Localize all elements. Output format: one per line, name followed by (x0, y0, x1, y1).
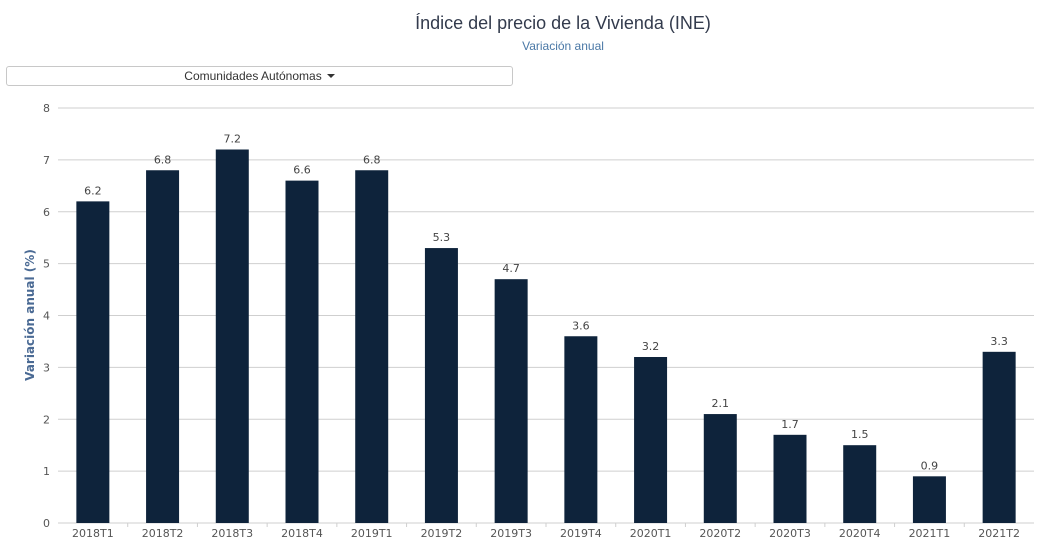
y-tick-label: 4 (43, 310, 50, 323)
x-tick-label: 2020T1 (630, 527, 672, 540)
data-label: 3.2 (642, 340, 660, 353)
grid-lines (58, 107, 1034, 524)
x-tick-label: 2020T2 (699, 527, 741, 540)
x-tick-label: 2018T4 (281, 527, 323, 540)
y-tick-label: 8 (43, 102, 50, 115)
bar[interactable] (703, 414, 737, 523)
y-tick-label: 6 (43, 206, 50, 219)
x-tick-label: 2021T1 (909, 527, 951, 540)
bar[interactable] (634, 357, 668, 523)
y-axis-ticks: 0 1 2 3 4 5 6 7 8 (43, 102, 50, 530)
data-label: 6.8 (363, 153, 381, 166)
bar[interactable] (773, 434, 807, 523)
data-label: 7.2 (224, 133, 242, 146)
data-label: 1.5 (851, 428, 869, 441)
data-label: 5.3 (433, 231, 451, 244)
x-tick-label: 2020T4 (839, 527, 881, 540)
y-axis-label: Variación anual (%) (23, 249, 37, 381)
x-tick-label: 2021T2 (978, 527, 1020, 540)
region-selector-dropdown[interactable]: Comunidades Autónomas (6, 66, 513, 86)
data-label: 4.7 (502, 262, 520, 275)
bar[interactable] (146, 170, 180, 523)
y-tick-label: 2 (43, 413, 50, 426)
data-label: 0.9 (921, 459, 939, 472)
x-tick-label: 2020T3 (769, 527, 811, 540)
x-tick-label: 2019T2 (421, 527, 463, 540)
bar[interactable] (564, 336, 598, 523)
bar[interactable] (215, 149, 249, 524)
data-label: 2.1 (712, 397, 730, 410)
y-tick-label: 1 (43, 465, 50, 478)
bar[interactable] (355, 170, 389, 523)
data-label: 6.8 (154, 153, 172, 166)
bar[interactable] (982, 351, 1016, 523)
bar[interactable] (494, 279, 528, 523)
x-tick-label: 2019T4 (560, 527, 602, 540)
x-tick-label: 2019T3 (490, 527, 532, 540)
x-axis-ticks: 2018T1 2018T2 2018T3 2018T4 2019T1 2019T2 2019… (72, 523, 1020, 540)
y-tick-label: 3 (43, 361, 50, 374)
data-label: 3.6 (572, 319, 590, 332)
x-tick-label: 2019T1 (351, 527, 393, 540)
region-selector-label: Comunidades Autónomas (184, 69, 322, 83)
bars (76, 149, 1016, 524)
data-label: 3.3 (990, 335, 1008, 348)
bar[interactable] (285, 180, 319, 523)
chart-title: Índice del precio de la Vivienda (INE) (415, 13, 711, 33)
x-tick-label: 2018T2 (142, 527, 184, 540)
bar[interactable] (912, 476, 946, 523)
data-label: 1.7 (781, 418, 799, 431)
data-label: 6.6 (293, 164, 311, 177)
x-tick-label: 2018T3 (211, 527, 253, 540)
data-labels: 6.2 6.8 7.2 6.6 6.8 5.3 4.7 3.6 3.2 2.1 1.7 1.5 0.9 3… (84, 133, 1008, 473)
bar[interactable] (424, 248, 458, 523)
y-tick-label: 0 (43, 517, 50, 530)
y-tick-label: 5 (43, 258, 50, 271)
bar[interactable] (843, 445, 877, 523)
y-tick-label: 7 (43, 154, 50, 167)
caret-down-icon (326, 74, 335, 78)
data-label: 6.2 (84, 184, 102, 197)
bar[interactable] (76, 201, 110, 523)
chart-subtitle: Variación anual (522, 39, 604, 53)
x-tick-label: 2018T1 (72, 527, 114, 540)
